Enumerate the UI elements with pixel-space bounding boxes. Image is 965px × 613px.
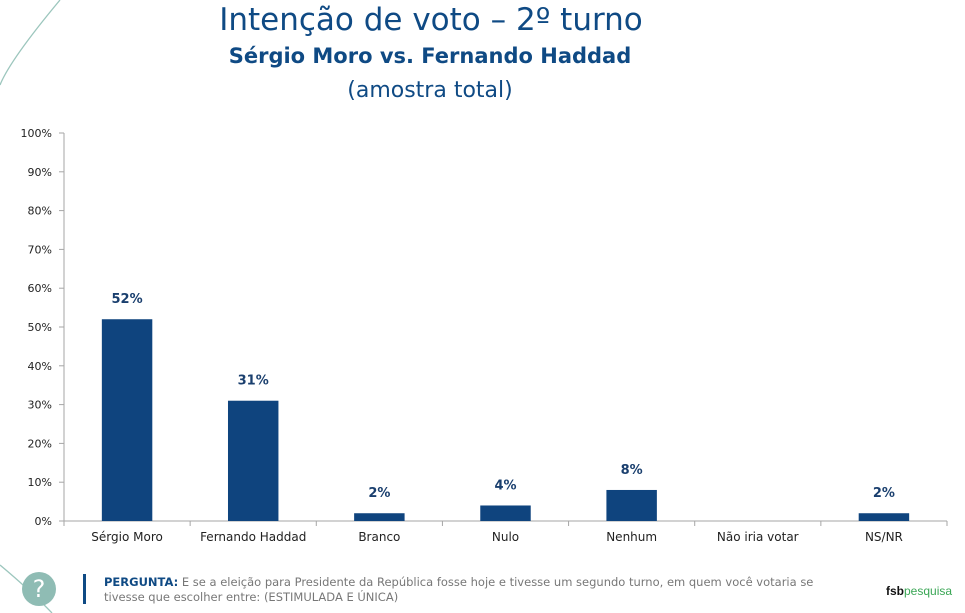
- survey-question: PERGUNTA: E se a eleição para Presidente…: [104, 575, 844, 605]
- bars: [101, 319, 910, 521]
- data-label: 52%: [112, 292, 143, 307]
- x-tick-label: Fernando Haddad: [200, 530, 306, 544]
- help-icon-glyph: ?: [32, 575, 46, 603]
- y-tick-label: 30%: [28, 399, 52, 412]
- logo-part-fsb: fsb: [886, 584, 904, 598]
- data-label: 31%: [238, 374, 269, 389]
- question-label: PERGUNTA:: [104, 575, 179, 589]
- data-label: 2%: [873, 486, 895, 501]
- y-tick-label: 90%: [28, 166, 52, 179]
- data-label: 8%: [621, 463, 643, 478]
- y-tick-label: 80%: [28, 205, 52, 218]
- x-tick-label: Branco: [358, 530, 400, 544]
- data-labels: 52% 31% 2% 4% 8% 2%: [112, 292, 895, 501]
- fsb-pesquisa-logo: fsbpesquisa: [886, 584, 952, 598]
- data-label: 2%: [368, 486, 390, 501]
- y-tick-label: 60%: [28, 282, 52, 295]
- question-text: E se a eleição para Presidente da Repúbl…: [104, 575, 814, 604]
- y-tick-label: 0%: [35, 515, 52, 528]
- x-tick-label: Nulo: [492, 530, 519, 544]
- x-tick-label: Nenhum: [606, 530, 657, 544]
- question-accent-bar: [83, 574, 86, 604]
- y-tick-label: 20%: [28, 437, 52, 450]
- bar-chart: 0% 10% 20% 30% 40% 50% 60% 70% 80% 90% 100% Sérgio…: [21, 127, 948, 544]
- chart-subtitle: Sérgio Moro vs. Fernando Haddad: [228, 44, 632, 68]
- bar: [101, 319, 153, 521]
- y-axis: 0% 10% 20% 30% 40% 50% 60% 70% 80% 90% 100%: [21, 127, 65, 528]
- help-icon: ?: [22, 572, 56, 606]
- logo-part-pesquisa: pesquisa: [904, 584, 953, 598]
- y-tick-label: 70%: [28, 243, 52, 256]
- x-tick-label: NS/NR: [865, 530, 903, 544]
- y-tick-label: 10%: [28, 476, 52, 489]
- bar: [354, 513, 405, 521]
- y-tick-label: 40%: [28, 360, 52, 373]
- chart-title: Intenção de voto – 2º turno: [219, 2, 643, 38]
- bar: [480, 505, 531, 521]
- bar: [606, 489, 657, 521]
- y-tick-label: 50%: [28, 321, 52, 334]
- data-label: 4%: [494, 478, 516, 493]
- x-tick-label: Não iria votar: [717, 530, 799, 544]
- x-axis: Sérgio Moro Fernando Haddad Branco Nulo Nenh…: [63, 520, 948, 544]
- bar: [227, 400, 279, 521]
- sample-note: (amostra total): [347, 78, 513, 103]
- x-tick-label: Sérgio Moro: [91, 530, 163, 544]
- bar: [858, 513, 910, 521]
- y-tick-label: 100%: [21, 127, 52, 140]
